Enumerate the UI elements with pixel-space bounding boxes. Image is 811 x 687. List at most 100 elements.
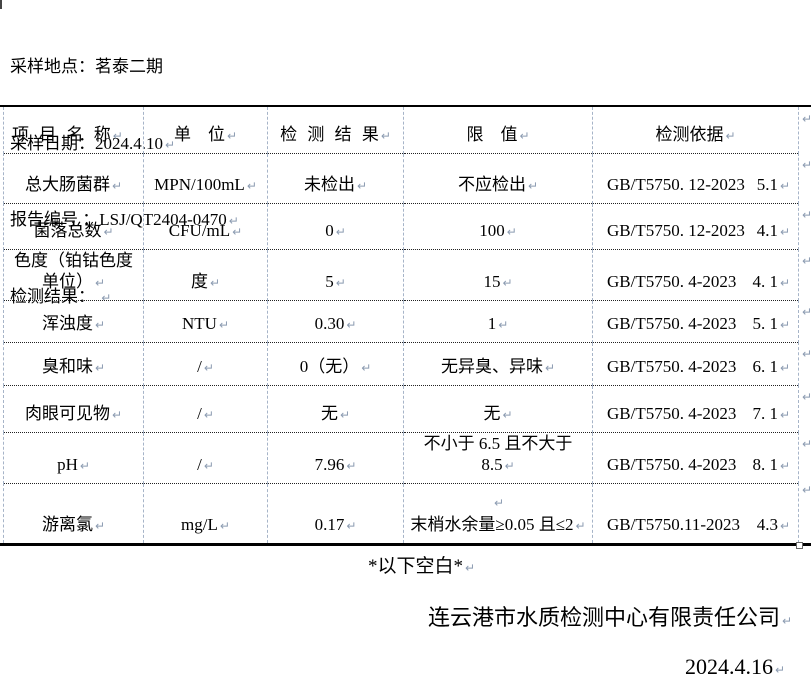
paragraph-mark-icon: ↵ xyxy=(203,360,214,375)
basis-cell: GB/T5750. 4-2023 8. 1 ↵ xyxy=(592,432,799,484)
paragraph-mark-icon: ↵ xyxy=(502,407,513,422)
paragraph-mark-icon: ↵ xyxy=(782,614,793,628)
item-name-cell: 浑浊度 ↵ xyxy=(3,300,144,343)
result-cell: 无 ↵ xyxy=(267,385,404,433)
row-end-pilcrow: ↵ xyxy=(802,254,811,268)
result-cell: 0.30 ↵ xyxy=(267,300,404,343)
limit-cell: 15 ↵ xyxy=(403,249,593,301)
paragraph-mark-icon: ↵ xyxy=(779,178,790,193)
unit-cell: CFU/mL ↵ xyxy=(143,203,268,250)
paragraph-mark-icon: ↵ xyxy=(498,317,509,332)
basis-cell: GB/T5750.11-2023 4.3 ↵ xyxy=(593,483,799,543)
sampling-location-line: 采样地点：茗泰二期 xyxy=(10,54,239,80)
paragraph-mark-icon: ↵ xyxy=(346,317,357,332)
table-resize-handle[interactable] xyxy=(796,542,803,549)
paragraph-mark-icon: ↵ xyxy=(502,275,513,290)
unit-cell: MPN/100mL ↵ xyxy=(143,153,268,204)
item-name-cell: 总大肠菌群 ↵ xyxy=(3,153,144,204)
result-cell: 7.96 ↵ xyxy=(267,432,404,484)
paragraph-mark-icon: ↵ xyxy=(203,458,214,473)
clause-text: 4. 1 ↵ xyxy=(752,271,790,291)
paragraph-mark-icon: ↵ xyxy=(506,224,517,239)
method-text: GB/T5750. 12-2023 xyxy=(607,174,745,194)
clause-text: 5.1 ↵ xyxy=(756,174,790,194)
item-name-cell: 肉眼可见物 ↵ xyxy=(3,385,144,433)
table-header-row: 项 目 名 称 ↵ 单 位 ↵ 检 测 结 果 ↵ 限 值 ↵ 检测依据 ↵ xyxy=(3,107,799,154)
paragraph-mark-icon: ↵ xyxy=(232,224,243,239)
paragraph-mark-icon: ↵ xyxy=(493,496,505,510)
row-end-pilcrow: ↵ xyxy=(802,305,811,319)
limit-cell: 不应检出 ↵ xyxy=(403,153,593,204)
sampling-location-text: 采样地点：茗泰二期 xyxy=(10,57,163,76)
table-row: 菌落总数 ↵ CFU/mL ↵ 0 ↵ 100 ↵ GB/T5750. 12-2023 4… xyxy=(3,203,799,250)
limit-cell: 100 ↵ xyxy=(403,203,593,250)
paragraph-mark-icon: ↵ xyxy=(527,178,539,193)
col-header-item: 项 目 名 称 ↵ xyxy=(3,107,144,154)
report-date: 2024.4.16 ↵ xyxy=(685,654,786,679)
basis-cell: GB/T5750. 4-2023 4. 1 ↵ xyxy=(592,249,799,301)
paragraph-mark-icon: ↵ xyxy=(725,128,736,143)
unit-cell: mg/L ↵ xyxy=(143,483,268,543)
result-cell: 0（无） ↵ xyxy=(267,342,404,386)
col-header-basis: 检测依据 ↵ xyxy=(592,107,799,154)
results-table: 项 目 名 称 ↵ 单 位 ↵ 检 测 结 果 ↵ 限 值 ↵ 检测依据 ↵ 总大肠菌群 ↵… xyxy=(3,107,799,543)
paragraph-mark-icon: ↵ xyxy=(203,407,214,422)
paragraph-mark-icon: ↵ xyxy=(504,458,515,473)
paragraph-mark-icon: ↵ xyxy=(779,275,790,290)
paragraph-mark-icon: ↵ xyxy=(346,458,357,473)
paragraph-mark-icon: ↵ xyxy=(779,360,790,375)
page-corner-mark xyxy=(0,0,2,9)
unit-cell: / ↵ xyxy=(143,385,268,433)
clause-text: 4.3 ↵ xyxy=(756,515,790,534)
col-header-unit: 单 位 ↵ xyxy=(143,107,268,154)
row-end-pilcrow: ↵ xyxy=(802,158,811,172)
paragraph-mark-icon: ↵ xyxy=(112,128,123,143)
paragraph-mark-icon: ↵ xyxy=(246,178,257,193)
method-text: GB/T5750.11-2023 xyxy=(607,515,741,534)
paragraph-mark-icon: ↵ xyxy=(339,407,351,422)
row-end-pilcrow: ↵ xyxy=(802,437,811,451)
paragraph-mark-icon: ↵ xyxy=(111,178,123,193)
paragraph-mark-icon: ↵ xyxy=(356,178,368,193)
row-end-pilcrow: ↵ xyxy=(802,483,811,497)
clause-text: 7. 1 ↵ xyxy=(752,403,790,423)
method-text: GB/T5750. 12-2023 xyxy=(607,220,745,240)
paragraph-mark-icon: ↵ xyxy=(519,128,530,143)
col-header-result: 检 测 结 果 ↵ xyxy=(267,107,404,154)
basis-cell: GB/T5750. 12-2023 5.1 ↵ xyxy=(592,153,799,204)
paragraph-mark-icon: ↵ xyxy=(209,275,221,290)
paragraph-mark-icon: ↵ xyxy=(335,275,346,290)
method-text: GB/T5750. 4-2023 xyxy=(607,313,737,333)
unit-cell: 度 ↵ xyxy=(143,249,268,301)
method-text: GB/T5750. 4-2023 xyxy=(607,356,737,376)
limit-line: 末梢水余量≥0.05 且≤2 ↵ xyxy=(410,515,586,534)
paragraph-mark-icon: ↵ xyxy=(361,360,372,375)
item-name-cell: 游离氯 ↵ xyxy=(3,483,144,543)
table-row: 色度（铂钴色度单位） ↵ 度 ↵ 5 ↵ 15 ↵ GB/T5750. 4-2023 4.… xyxy=(3,249,799,301)
unit-cell: / ↵ xyxy=(143,432,268,484)
paragraph-mark-icon: ↵ xyxy=(544,360,556,375)
limit-line-2: 8.5 ↵ xyxy=(481,454,515,474)
table-row: 臭和味 ↵ / ↵ 0（无） ↵ 无异臭、异味 ↵ GB/T5750. 4-2023 6.… xyxy=(3,342,799,386)
method-text: GB/T5750. 4-2023 xyxy=(607,271,737,291)
paragraph-mark-icon: ↵ xyxy=(779,519,790,533)
empty-paragraph-line: ↵ xyxy=(406,491,590,514)
limit-cell: 1 ↵ xyxy=(403,300,593,343)
item-name-cell: pH ↵ xyxy=(3,432,144,484)
basis-cell: GB/T5750. 4-2023 5. 1 ↵ xyxy=(592,300,799,343)
row-end-pilcrow: ↵ xyxy=(802,208,811,222)
table-row: 总大肠菌群 ↵ MPN/100mL ↵ 未检出 ↵ 不应检出 ↵ GB/T5750. 1… xyxy=(3,153,799,204)
result-cell: 未检出 ↵ xyxy=(267,153,404,204)
paragraph-mark-icon: ↵ xyxy=(94,317,106,332)
table-row: 肉眼可见物 ↵ / ↵ 无 ↵ 无 ↵ GB/T5750. 4-2023 7. 1 ↵ xyxy=(3,385,799,433)
unit-cell: / ↵ xyxy=(143,342,268,386)
paragraph-mark-icon: ↵ xyxy=(779,224,790,239)
item-name-cell: 臭和味 ↵ xyxy=(3,342,144,386)
paragraph-mark-icon: ↵ xyxy=(79,458,90,473)
paragraph-mark-icon: ↵ xyxy=(575,519,586,533)
table-row: 浑浊度 ↵ NTU ↵ 0.30 ↵ 1 ↵ GB/T5750. 4-2023 5. 1 ↵ xyxy=(3,300,799,343)
paragraph-mark-icon: ↵ xyxy=(94,275,106,290)
footer-blank-note: *以下空白* ↵ xyxy=(368,556,476,577)
row-end-pilcrow: ↵ xyxy=(802,347,811,361)
